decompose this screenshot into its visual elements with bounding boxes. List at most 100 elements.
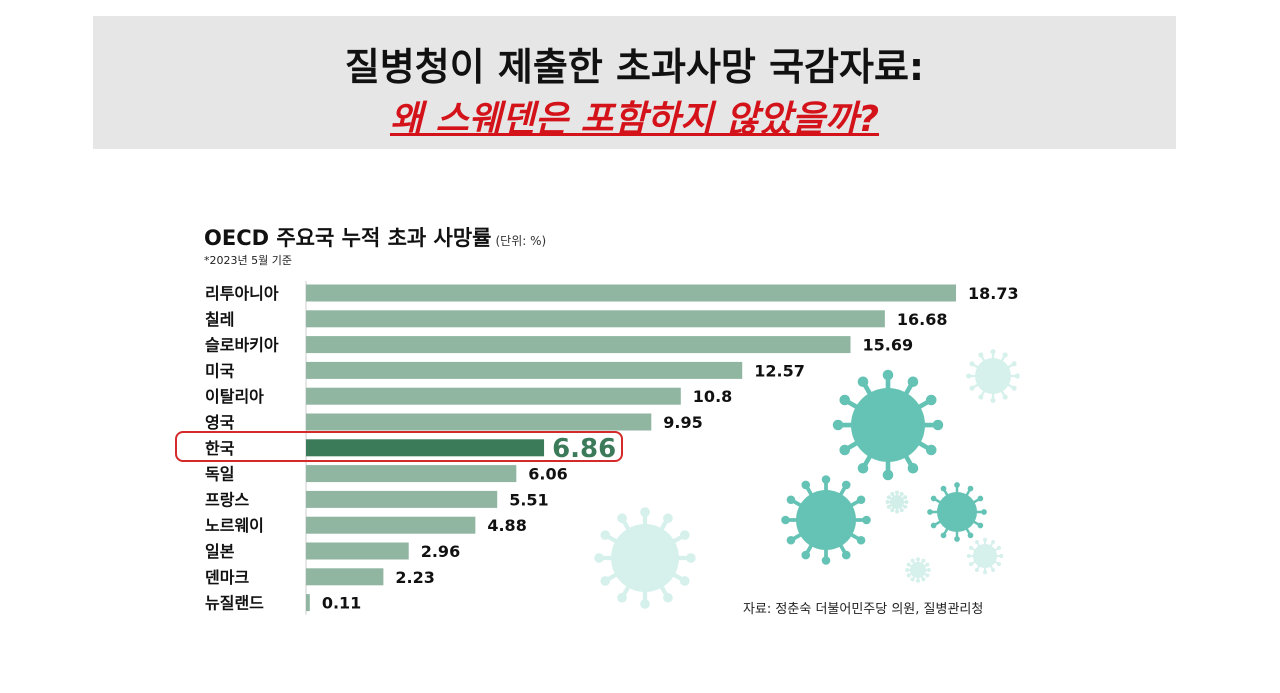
virus-spike-tip: [930, 522, 937, 529]
value-label: 12.57: [754, 361, 805, 380]
bar: [306, 284, 956, 302]
virus-spike-tip: [940, 485, 947, 492]
value-label: 9.95: [663, 413, 702, 432]
virus-spike-tip: [640, 507, 650, 517]
category-label: 프랑스: [205, 490, 249, 509]
headline-banner: 질병청이 제출한 초과사망 국감자료: 왜 스웨덴은 포함하지 않았을까?: [93, 16, 1176, 149]
virus-spike-tip: [832, 419, 844, 431]
virus-body: [910, 562, 926, 578]
virus-spike-tip: [600, 576, 611, 586]
virus-spike-tip: [967, 485, 974, 492]
virus-spike-tip: [821, 475, 831, 484]
virus-spike-tip: [966, 554, 971, 558]
source-note: 자료: 정춘숙 더불어민주당 의원, 질병관리청: [743, 602, 984, 617]
value-label: 2.23: [395, 568, 434, 587]
virus-spike-tip: [663, 592, 673, 603]
virus-spike-tip: [910, 577, 915, 582]
virus-body: [973, 544, 997, 568]
virus-spike-tip: [925, 573, 930, 578]
headline-question: 왜 스웨덴은 포함하지 않았을까?: [389, 99, 880, 140]
category-label: 리투아니아: [205, 284, 279, 303]
virus-spike-tip: [981, 509, 987, 515]
virus-spike-tip: [617, 513, 627, 524]
virus-spike-tip: [969, 361, 975, 367]
virus-spike-tip: [967, 532, 974, 539]
bar: [306, 310, 885, 328]
virus-spike-tip: [974, 568, 979, 573]
category-label: 독일: [205, 465, 234, 484]
virus-spike-tip: [1011, 385, 1017, 391]
bar: [306, 568, 384, 586]
category-label: 영국: [205, 413, 235, 432]
virus-spike-tip: [1011, 361, 1017, 367]
category-label: 슬로바키아: [205, 336, 279, 355]
value-label: 10.8: [693, 387, 732, 406]
virus-spike-tip: [679, 576, 690, 586]
virus-body: [611, 524, 679, 592]
bar: [306, 361, 743, 379]
virus-spike-tip: [886, 495, 891, 500]
virus-spike-tip: [978, 394, 984, 400]
virus-spike-tip: [882, 369, 894, 381]
virus-spike-tip: [999, 554, 1004, 558]
virus-icon: [905, 557, 931, 583]
virus-spike-tip: [921, 577, 926, 582]
virus-spike-tip: [977, 522, 984, 529]
virus-spike-tip: [600, 530, 611, 540]
virus-spike-tip: [890, 491, 895, 496]
virus-spike-tip: [781, 515, 790, 525]
virus-spike-tip: [916, 557, 920, 562]
virus-body: [796, 490, 856, 550]
virus-spike-tip: [903, 504, 908, 509]
virus-spike-tip: [899, 491, 904, 496]
virus-body: [890, 495, 904, 509]
bar: [306, 336, 851, 354]
virus-spike-tip: [905, 568, 910, 572]
virus-spike-tip: [686, 553, 696, 563]
virus-spike-tip: [910, 558, 915, 563]
virus-spike-tip: [968, 545, 973, 550]
virus-spike-tip: [886, 504, 891, 509]
value-label: 0.11: [322, 594, 361, 613]
bar: [306, 516, 476, 534]
category-label: 미국: [205, 361, 235, 380]
bar: [306, 490, 498, 508]
virus-spike-tip: [801, 480, 811, 490]
virus-spike-tip: [839, 394, 851, 406]
bar: [306, 465, 517, 483]
virus-spike-tip: [841, 550, 851, 560]
virus-spike-tip: [997, 562, 1002, 567]
virus-spike-tip: [594, 553, 604, 563]
virus-spike-tip: [899, 508, 904, 513]
virus-spike-tip: [1002, 394, 1008, 400]
virus-spike-tip: [983, 570, 987, 575]
virus-spike-tip: [786, 535, 796, 545]
bar: [306, 413, 652, 431]
headline-title: 질병청이 제출한 초과사망 국감자료:: [344, 45, 925, 89]
virus-spike-tip: [890, 508, 895, 513]
virus-spike-tip: [916, 578, 920, 583]
virus-icon: [966, 537, 1004, 575]
category-label: 뉴질랜드: [205, 594, 264, 613]
chart-title: OECD 주요국 누적 초과 사망률 (단위: %): [204, 222, 546, 252]
virus-spike-tip: [882, 469, 894, 481]
bar: [306, 387, 681, 405]
virus-spike-tip: [983, 537, 987, 542]
category-label: 일본: [205, 542, 235, 561]
virus-spike-tip: [930, 495, 937, 502]
value-label: 6.06: [528, 465, 567, 484]
virus-spike-tip: [991, 539, 996, 544]
virus-spike-tip: [907, 462, 919, 474]
virus-spike-tip: [921, 558, 926, 563]
virus-spike-tip: [885, 500, 890, 504]
category-label: 덴마크: [205, 568, 249, 587]
virus-icon: [594, 507, 696, 609]
virus-spike-tip: [925, 444, 937, 456]
virus-spike-tip: [977, 495, 984, 502]
virus-spike-tip: [857, 462, 869, 474]
chart-title-text: OECD 주요국 누적 초과 사망률: [204, 226, 492, 250]
value-label: 4.88: [487, 516, 526, 535]
korea-highlight-outline: [175, 431, 623, 462]
value-label: 18.73: [968, 284, 1019, 303]
virus-spike-tip: [966, 373, 972, 379]
